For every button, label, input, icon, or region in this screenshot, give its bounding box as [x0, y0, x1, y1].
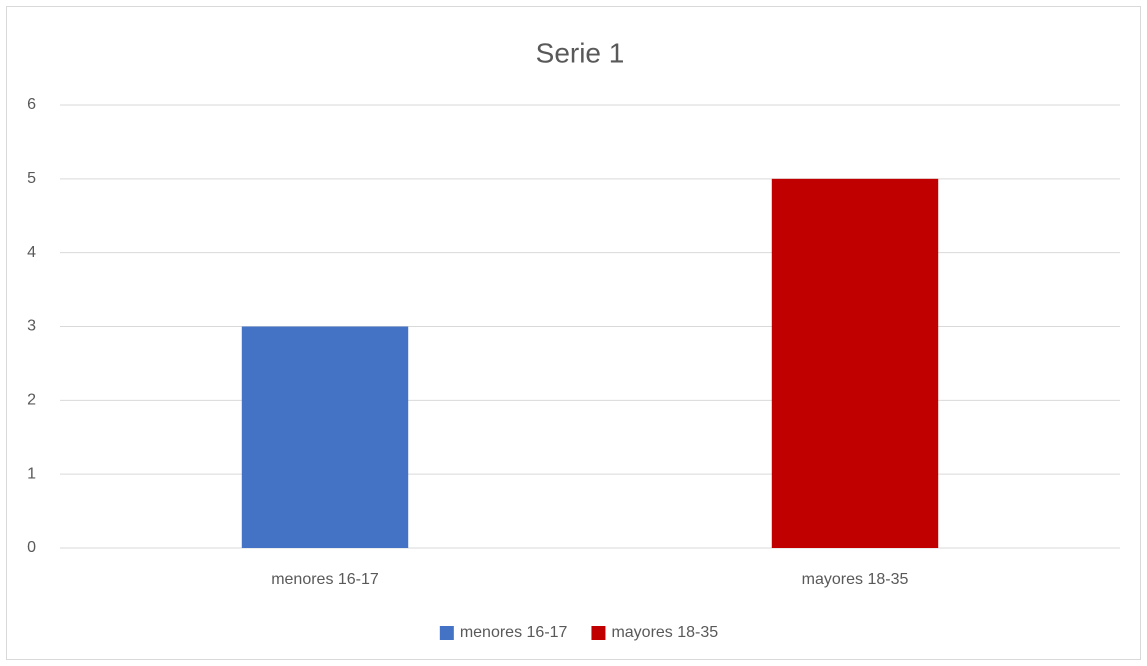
y-tick-label: 0 [27, 539, 36, 556]
y-tick-label: 1 [27, 465, 36, 482]
legend-label: mayores 18-35 [611, 624, 718, 641]
legend-swatch [591, 626, 606, 640]
legend-label: menores 16-17 [460, 624, 568, 641]
legend-swatch [439, 626, 454, 640]
y-tick-label: 2 [27, 392, 36, 409]
y-tick-label: 4 [27, 244, 36, 261]
y-tick-label: 3 [27, 318, 36, 335]
y-tick-label: 5 [27, 170, 36, 187]
x-tick-label: menores 16-17 [271, 571, 379, 588]
bar [771, 178, 939, 549]
chart-border [6, 6, 1141, 660]
chart-title: Serie 1 [536, 37, 625, 68]
bar [241, 326, 409, 548]
x-tick-label: mayores 18-35 [802, 571, 909, 588]
y-tick-label: 6 [27, 96, 36, 113]
